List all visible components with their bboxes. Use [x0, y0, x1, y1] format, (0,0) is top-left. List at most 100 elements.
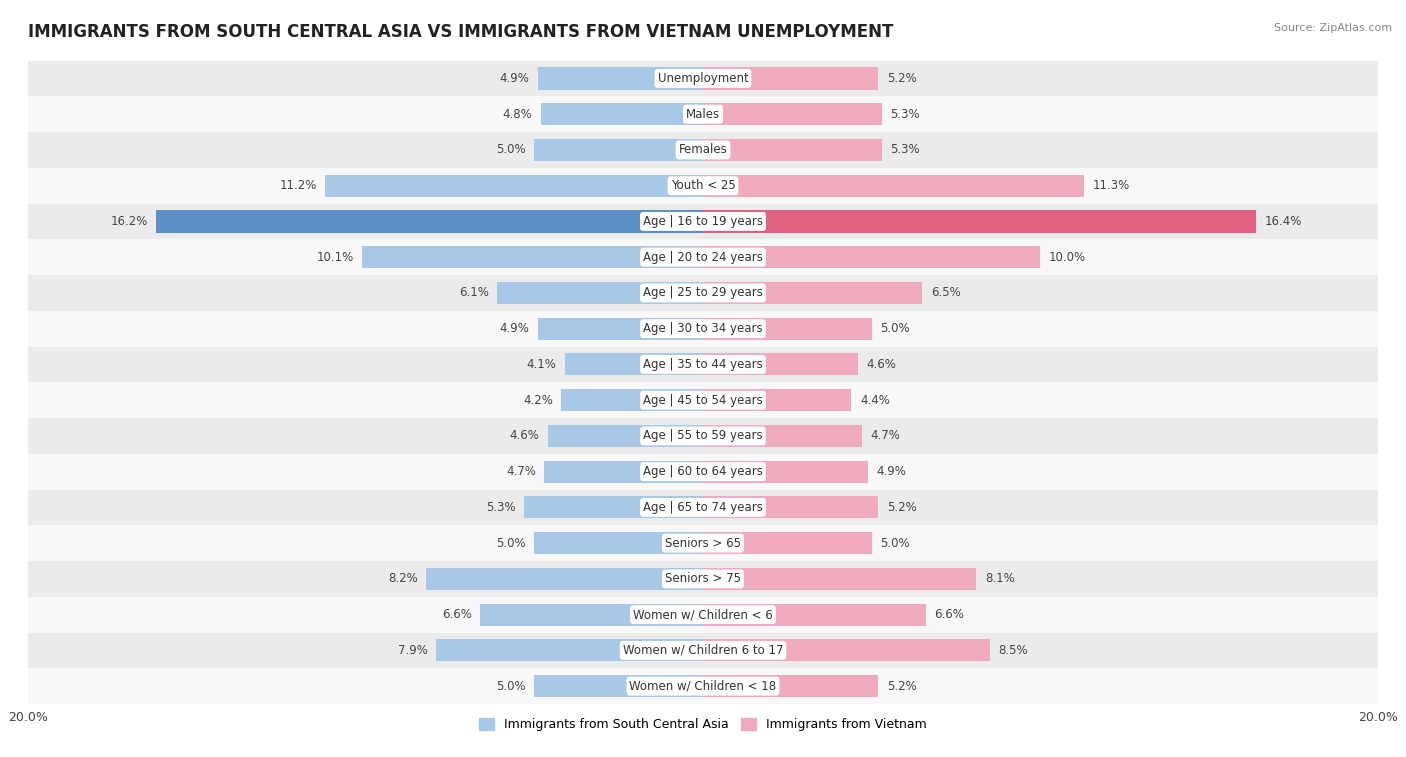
Text: 5.0%: 5.0% [496, 680, 526, 693]
Text: 16.2%: 16.2% [111, 215, 148, 228]
Text: 6.6%: 6.6% [441, 608, 472, 621]
Text: 5.2%: 5.2% [887, 680, 917, 693]
Bar [703, 425, 862, 447]
Text: Women w/ Children 6 to 17: Women w/ Children 6 to 17 [623, 644, 783, 657]
Text: 8.1%: 8.1% [984, 572, 1015, 585]
Bar [28, 453, 1378, 490]
Text: 4.7%: 4.7% [870, 429, 900, 442]
Text: 4.9%: 4.9% [877, 465, 907, 478]
Bar [534, 532, 703, 554]
Bar [703, 640, 990, 662]
Legend: Immigrants from South Central Asia, Immigrants from Vietnam: Immigrants from South Central Asia, Immi… [474, 713, 932, 737]
Text: 5.0%: 5.0% [496, 143, 526, 157]
Text: 4.9%: 4.9% [499, 322, 529, 335]
Bar [703, 603, 925, 626]
Bar [703, 675, 879, 697]
Text: Youth < 25: Youth < 25 [671, 179, 735, 192]
Text: 4.2%: 4.2% [523, 394, 553, 407]
Text: 5.3%: 5.3% [890, 107, 920, 120]
Text: 11.3%: 11.3% [1092, 179, 1130, 192]
Text: Source: ZipAtlas.com: Source: ZipAtlas.com [1274, 23, 1392, 33]
Text: 4.9%: 4.9% [499, 72, 529, 85]
Text: Age | 35 to 44 years: Age | 35 to 44 years [643, 358, 763, 371]
Text: Age | 45 to 54 years: Age | 45 to 54 years [643, 394, 763, 407]
Bar [565, 354, 703, 375]
Bar [703, 497, 879, 519]
Text: 4.6%: 4.6% [866, 358, 897, 371]
Text: 5.3%: 5.3% [486, 501, 516, 514]
Bar [524, 497, 703, 519]
Bar [436, 640, 703, 662]
Bar [28, 597, 1378, 633]
Text: Age | 25 to 29 years: Age | 25 to 29 years [643, 286, 763, 300]
Text: 10.0%: 10.0% [1049, 251, 1085, 263]
Bar [703, 175, 1084, 197]
Text: 4.1%: 4.1% [526, 358, 557, 371]
Text: Unemployment: Unemployment [658, 72, 748, 85]
Bar [703, 139, 882, 161]
Bar [703, 354, 858, 375]
Bar [28, 525, 1378, 561]
Text: Seniors > 75: Seniors > 75 [665, 572, 741, 585]
Text: 5.2%: 5.2% [887, 72, 917, 85]
Bar [703, 532, 872, 554]
Text: Women w/ Children < 18: Women w/ Children < 18 [630, 680, 776, 693]
Bar [28, 668, 1378, 704]
Text: Age | 65 to 74 years: Age | 65 to 74 years [643, 501, 763, 514]
Bar [28, 633, 1378, 668]
Bar [703, 103, 882, 125]
Text: 6.6%: 6.6% [934, 608, 965, 621]
Bar [537, 318, 703, 340]
Bar [534, 675, 703, 697]
Bar [548, 425, 703, 447]
Text: Females: Females [679, 143, 727, 157]
Bar [28, 418, 1378, 453]
Bar [703, 568, 976, 590]
Text: Age | 55 to 59 years: Age | 55 to 59 years [643, 429, 763, 442]
Text: 5.0%: 5.0% [496, 537, 526, 550]
Bar [28, 239, 1378, 275]
Text: IMMIGRANTS FROM SOUTH CENTRAL ASIA VS IMMIGRANTS FROM VIETNAM UNEMPLOYMENT: IMMIGRANTS FROM SOUTH CENTRAL ASIA VS IM… [28, 23, 893, 41]
Bar [703, 67, 879, 89]
Text: Age | 16 to 19 years: Age | 16 to 19 years [643, 215, 763, 228]
Text: 4.6%: 4.6% [509, 429, 540, 442]
Bar [703, 282, 922, 304]
Bar [28, 168, 1378, 204]
Bar [426, 568, 703, 590]
Text: 11.2%: 11.2% [280, 179, 316, 192]
Bar [498, 282, 703, 304]
Bar [703, 210, 1257, 232]
Text: 16.4%: 16.4% [1265, 215, 1302, 228]
Bar [28, 61, 1378, 96]
Bar [28, 96, 1378, 132]
Text: Age | 60 to 64 years: Age | 60 to 64 years [643, 465, 763, 478]
Bar [703, 389, 852, 411]
Text: 5.0%: 5.0% [880, 537, 910, 550]
Bar [703, 246, 1040, 268]
Text: 8.2%: 8.2% [388, 572, 418, 585]
Bar [28, 132, 1378, 168]
Bar [28, 382, 1378, 418]
Bar [544, 460, 703, 483]
Bar [534, 139, 703, 161]
Text: 8.5%: 8.5% [998, 644, 1028, 657]
Bar [28, 204, 1378, 239]
Bar [28, 275, 1378, 311]
Text: 5.2%: 5.2% [887, 501, 917, 514]
Bar [537, 67, 703, 89]
Bar [703, 460, 869, 483]
Bar [28, 347, 1378, 382]
Text: 6.1%: 6.1% [458, 286, 489, 300]
Bar [325, 175, 703, 197]
Text: 5.0%: 5.0% [880, 322, 910, 335]
Text: Women w/ Children < 6: Women w/ Children < 6 [633, 608, 773, 621]
Text: 10.1%: 10.1% [316, 251, 354, 263]
Bar [703, 318, 872, 340]
Text: 4.7%: 4.7% [506, 465, 536, 478]
Text: 4.4%: 4.4% [860, 394, 890, 407]
Bar [363, 246, 703, 268]
Text: 4.8%: 4.8% [503, 107, 533, 120]
Text: 6.5%: 6.5% [931, 286, 960, 300]
Text: Age | 30 to 34 years: Age | 30 to 34 years [643, 322, 763, 335]
Bar [156, 210, 703, 232]
